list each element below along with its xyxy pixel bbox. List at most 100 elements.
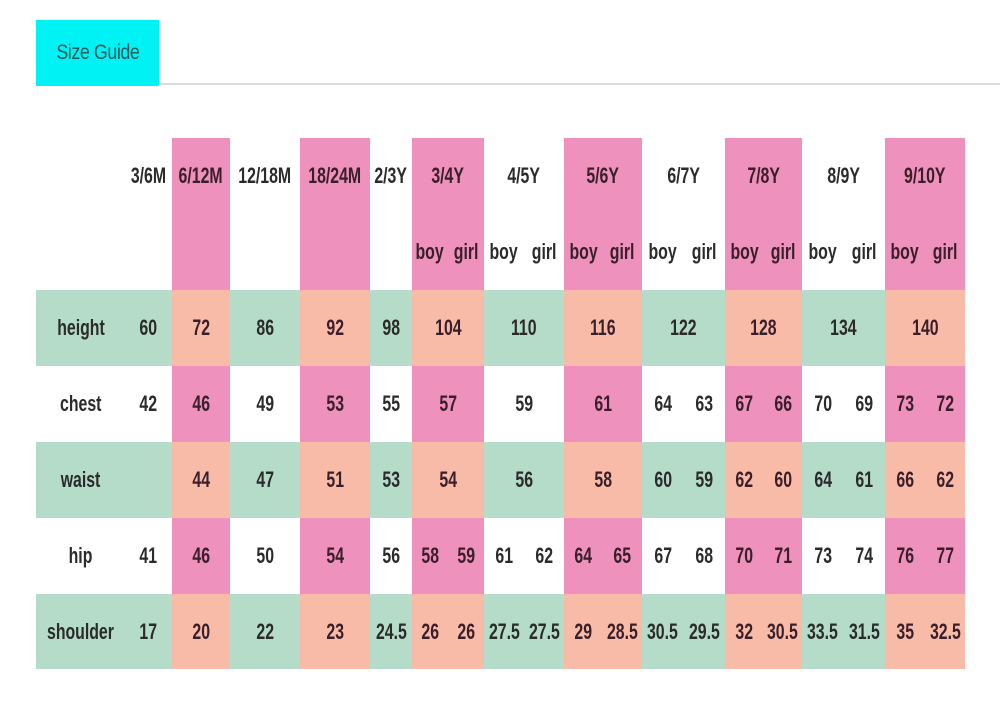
value: 61 xyxy=(594,391,612,416)
row-label-shoulder: shoulder xyxy=(47,618,114,644)
tab-bar: Size Guide xyxy=(36,20,1000,86)
cell-bg xyxy=(300,594,370,669)
row-label-bg xyxy=(36,594,125,669)
row-label-waist: waist xyxy=(60,467,101,492)
value: 23 xyxy=(326,618,344,644)
row-label-bg xyxy=(36,366,125,442)
cell-bg xyxy=(642,594,725,669)
value: 47 xyxy=(256,467,274,492)
cell-bg xyxy=(802,366,885,442)
cell-bg xyxy=(412,366,484,442)
size-header: 6/7Y xyxy=(667,163,700,188)
cell-bg xyxy=(564,366,642,442)
value-girl: 68 xyxy=(695,543,714,568)
cell-bg xyxy=(172,442,230,518)
tab-size-guide[interactable]: Size Guide xyxy=(36,20,159,86)
value: 20 xyxy=(192,618,210,644)
header-highlight xyxy=(172,138,230,290)
value: 86 xyxy=(256,315,274,340)
cell-bg xyxy=(300,290,370,366)
value: 98 xyxy=(382,315,400,340)
value: 56 xyxy=(515,467,533,492)
cell-bg xyxy=(725,442,802,518)
value-boy: 29 xyxy=(574,618,593,644)
cell-bg xyxy=(564,290,642,366)
cell-bg xyxy=(484,366,564,442)
cell-bg xyxy=(885,594,965,669)
boy-header: boy xyxy=(808,239,837,264)
cell-bg xyxy=(125,442,172,518)
value-boy: 58 xyxy=(421,543,439,568)
value: 72 xyxy=(192,315,210,340)
cell-bg xyxy=(172,366,230,442)
boy-header: boy xyxy=(415,239,445,264)
cell-bg xyxy=(725,594,802,669)
cell-bg xyxy=(125,518,172,594)
cell-bg xyxy=(125,290,172,366)
header-highlight xyxy=(412,138,484,290)
cell-bg xyxy=(802,442,885,518)
value: 44 xyxy=(192,467,210,492)
cell-bg xyxy=(300,442,370,518)
girl-header: girl xyxy=(531,239,557,264)
size-header: 18/24M xyxy=(308,163,362,188)
value: 57 xyxy=(439,391,457,416)
value-boy: 76 xyxy=(896,543,914,568)
value-girl: 27.5 xyxy=(528,618,560,644)
cell-bg xyxy=(370,366,412,442)
size-header: 5/6Y xyxy=(586,163,620,188)
cell-bg xyxy=(642,518,725,594)
cell-bg xyxy=(412,442,484,518)
cell-bg xyxy=(885,442,965,518)
size-header: 8/9Y xyxy=(827,163,860,188)
cell-bg xyxy=(725,366,802,442)
cell-bg xyxy=(564,518,642,594)
cell-bg xyxy=(230,366,300,442)
value xyxy=(125,442,172,518)
cell-bg xyxy=(725,518,802,594)
header-highlight xyxy=(564,138,642,290)
girl-header: girl xyxy=(770,239,796,264)
cell-bg xyxy=(125,594,172,669)
row-label-bg xyxy=(36,518,125,594)
cell-bg xyxy=(370,290,412,366)
cell-bg xyxy=(725,290,802,366)
value: 122 xyxy=(670,315,697,340)
cell-bg xyxy=(412,594,484,669)
size-header: 2/3Y xyxy=(374,163,408,188)
value: 24.5 xyxy=(375,618,407,644)
cell-bg xyxy=(642,290,725,366)
value: 116 xyxy=(590,315,616,340)
value: 41 xyxy=(139,543,158,568)
value-boy: 73 xyxy=(813,543,832,568)
cell-bg xyxy=(885,518,965,594)
cell-bg xyxy=(230,442,300,518)
value-girl: 26 xyxy=(457,618,475,644)
cell-bg xyxy=(300,366,370,442)
value: 54 xyxy=(439,467,457,492)
boy-header: boy xyxy=(489,239,519,264)
size-header: 3/4Y xyxy=(431,163,465,188)
value-boy: 64 xyxy=(653,391,672,416)
value-girl: 32.5 xyxy=(929,618,961,644)
cell-bg xyxy=(370,594,412,669)
size-chart-table: 3/6M 6/12M 12/18M 18/24M 2/3Y 3/4Y boy girl 4/5Y… xyxy=(36,138,965,669)
value-girl: 60 xyxy=(773,467,792,492)
value: 140 xyxy=(911,315,939,340)
value-girl: 31.5 xyxy=(848,618,880,644)
value-girl: 29.5 xyxy=(688,618,720,644)
value-girl: 72 xyxy=(936,391,954,416)
value: 50 xyxy=(256,543,274,568)
value-boy: 67 xyxy=(735,391,754,416)
value-girl: 71 xyxy=(773,543,792,568)
value-boy: 67 xyxy=(653,543,672,568)
cell-bg xyxy=(300,518,370,594)
size-header: 12/18M xyxy=(238,163,292,188)
size-header: 7/8Y xyxy=(747,163,780,188)
cell-bg xyxy=(370,442,412,518)
value-boy: 70 xyxy=(813,391,832,416)
value-girl: 66 xyxy=(773,391,792,416)
value: 46 xyxy=(192,391,210,416)
cell-bg xyxy=(642,442,725,518)
cell-bg xyxy=(564,442,642,518)
